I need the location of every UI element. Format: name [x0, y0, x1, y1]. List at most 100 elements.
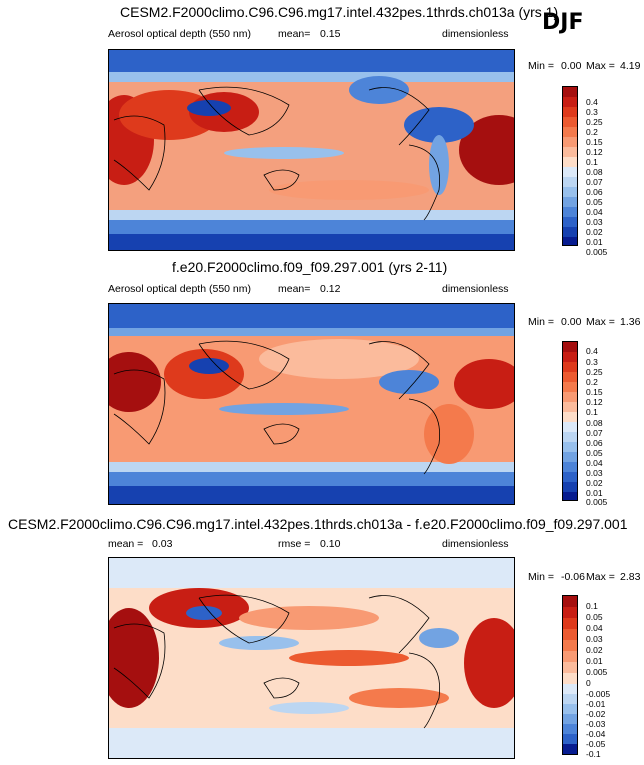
panel-2-colorbar-swatch [563, 382, 577, 392]
panel-3-colorbar-swatch [563, 684, 577, 694]
panel-3-colorbar-label: 0 [586, 678, 591, 688]
panel-2-mean-value: 0.12 [320, 283, 341, 295]
panel-2-colorbar-label: 0.25 [586, 367, 603, 377]
panel-2-colorbar-label: 0.01 [586, 488, 603, 498]
panel-3-colorbar-swatch [563, 714, 577, 724]
panel-1-colorbar-swatch [563, 137, 577, 147]
panel-3-colorbar-label: 0.01 [586, 656, 603, 666]
panel-1-colorbar-swatch [563, 197, 577, 207]
panel-1-colorbar-swatch [563, 107, 577, 117]
panel-2-colorbar-swatch [563, 372, 577, 382]
panel-3-colorbar-swatch [563, 651, 577, 662]
panel-1-variable-label: Aerosol optical depth (550 nm) [108, 28, 251, 40]
panel-2-colorbar-swatch [563, 402, 577, 412]
panel-3-colorbar-swatch [563, 640, 577, 651]
panel-1-colorbar-label: 0.07 [586, 177, 603, 187]
panel-2-colorbar-label: 0.07 [586, 428, 603, 438]
panel-3-colorbar-label: -0.03 [586, 719, 606, 729]
panel-1-colorbar-label: 0.02 [586, 227, 603, 237]
panel-3-colorbar-swatch [563, 744, 577, 754]
panel-1-mean-value: 0.15 [320, 28, 341, 40]
panel-2-colorbar-label: 0.15 [586, 387, 603, 397]
panel-3-colorbar-label: -0.05 [586, 739, 606, 749]
panel-3-colorbar [562, 595, 578, 755]
panel-3-rmse-value: 0.10 [320, 538, 341, 550]
panel-3-colorbar-label: -0.005 [586, 689, 611, 699]
panel-2-colorbar-label: 0.1 [586, 407, 598, 417]
panel-1-colorbar-label: 0.4 [586, 97, 598, 107]
panel-1-colorbar-label: 0.1 [586, 157, 598, 167]
panel-2-colorbar-swatch [563, 342, 577, 352]
panel-3-map [108, 557, 515, 759]
panel-1-title: CESM2.F2000climo.C96.C96.mg17.intel.432p… [120, 4, 559, 20]
panel-1-colorbar-swatch [563, 187, 577, 197]
panel-2-min-label: Min = [528, 316, 554, 328]
panel-2-min-value: 0.00 [561, 316, 582, 328]
panel-3-colorbar-label: 0.1 [586, 601, 598, 611]
panel-2-colorbar-swatch [563, 452, 577, 462]
panel-1-colorbar-swatch [563, 157, 577, 167]
panel-1-max-value: 4.19 [620, 60, 641, 72]
panel-3-colorbar-swatch [563, 618, 577, 629]
panel-2-colorbar-label: 0.05 [586, 448, 603, 458]
panel-2-colorbar-label: 0.12 [586, 397, 603, 407]
panel-1-colorbar-swatch [563, 97, 577, 107]
panel-3-max-value: 2.83 [620, 571, 641, 583]
panel-1-colorbar-label: 0.05 [586, 197, 603, 207]
panel-2-map-plot [109, 304, 514, 504]
panel-1-colorbar-swatch [563, 167, 577, 177]
panel-2-colorbar-label: 0.06 [586, 438, 603, 448]
panel-3-colorbar-swatch [563, 724, 577, 734]
panel-3-colorbar-swatch [563, 607, 577, 618]
panel-1-colorbar-swatch [563, 127, 577, 137]
panel-2-colorbar-label: 0.02 [586, 478, 603, 488]
panel-2-colorbar-label: 0.005 [586, 497, 608, 507]
panel-1-colorbar-label: 0.12 [586, 147, 603, 157]
panel-3-colorbar-swatch [563, 662, 577, 673]
panel-3-colorbar-label: -0.02 [586, 709, 606, 719]
panel-1-colorbar-swatch [563, 217, 577, 227]
panel-3-colorbar-swatch [563, 673, 577, 684]
panel-1-colorbar-swatch [563, 147, 577, 157]
panel-2-colorbar-label: 0.2 [586, 377, 598, 387]
panel-1-mean-label: mean= [278, 28, 311, 40]
panel-2-colorbar-label: 0.08 [586, 418, 603, 428]
panel-3-colorbar-swatch [563, 629, 577, 640]
panel-1-min-value: 0.00 [561, 60, 582, 72]
panel-2-variable-label: Aerosol optical depth (550 nm) [108, 283, 251, 295]
panel-2-colorbar-swatch [563, 472, 577, 482]
panel-3-colorbar-label: -0.01 [586, 699, 606, 709]
panel-1-max-label: Max = [586, 60, 615, 72]
panel-1-colorbar-label: 0.005 [586, 247, 608, 257]
panel-1-colorbar-swatch [563, 207, 577, 217]
panel-2-title: f.e20.F2000climo.f09_f09.297.001 (yrs 2-… [172, 259, 448, 275]
panel-2-colorbar [562, 341, 578, 501]
panel-1-colorbar-swatch [563, 117, 577, 127]
panel-3-colorbar-label: 0.02 [586, 645, 603, 655]
panel-2-colorbar-swatch [563, 482, 577, 492]
panel-3-colorbar-label: 0.03 [586, 634, 603, 644]
panel-3-colorbar-swatch [563, 704, 577, 714]
panel-1-colorbar-swatch [563, 237, 577, 245]
panel-1-colorbar-label: 0.3 [586, 107, 598, 117]
panel-1-colorbar-label: 0.25 [586, 117, 603, 127]
panel-2-colorbar-label: 0.03 [586, 468, 603, 478]
panel-2-colorbar-swatch [563, 412, 577, 422]
panel-3-colorbar-label: 0.04 [586, 623, 603, 633]
panel-2-colorbar-swatch [563, 492, 577, 500]
panel-3-colorbar-swatch [563, 694, 577, 704]
panel-1-colorbar-label: 0.06 [586, 187, 603, 197]
panel-2-colorbar-label: 0.4 [586, 346, 598, 356]
season-label: DJF [542, 10, 584, 35]
panel-2-map [108, 303, 515, 505]
panel-1-colorbar-label: 0.04 [586, 207, 603, 217]
panel-2-colorbar-swatch [563, 392, 577, 402]
panel-3-colorbar-swatch [563, 596, 577, 607]
panel-2-max-value: 1.36 [620, 316, 641, 328]
panel-3-min-value: -0.06 [561, 571, 585, 583]
panel-1-colorbar-label: 0.08 [586, 167, 603, 177]
panel-1-units: dimensionless [442, 28, 509, 40]
panel-1-colorbar-swatch [563, 227, 577, 237]
panel-1-colorbar-swatch [563, 177, 577, 187]
panel-3-mean-value: 0.03 [152, 538, 173, 550]
